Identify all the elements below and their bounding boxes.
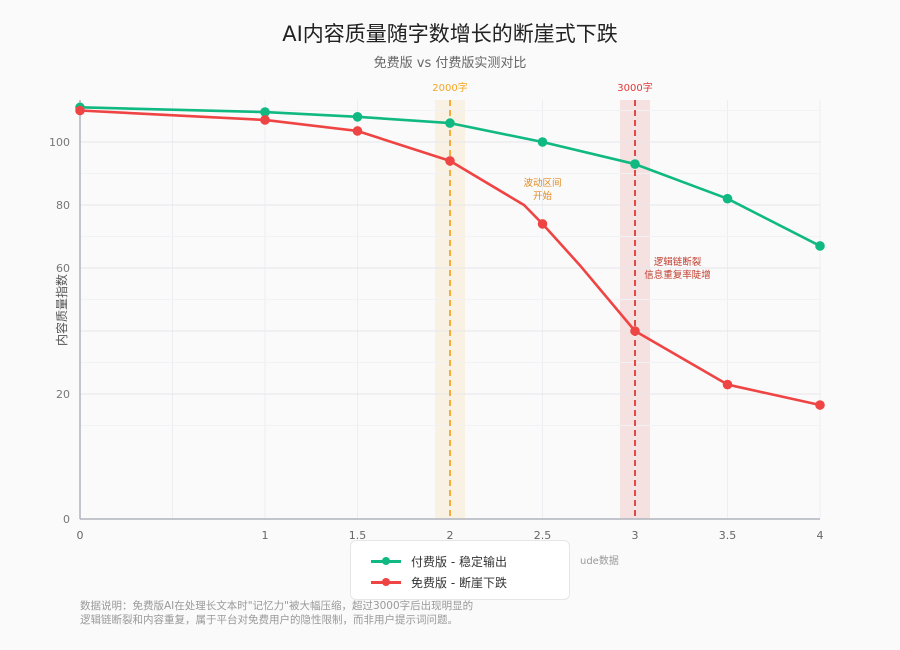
series-line bbox=[79, 106, 821, 248]
x-tick-label: 1 bbox=[262, 529, 269, 542]
x-tick-label: 2 bbox=[447, 529, 454, 542]
data-point bbox=[630, 326, 640, 336]
legend-item-paid[interactable]: 付费版 - 稳定输出 bbox=[371, 552, 507, 570]
chart-title: AI内容质量随字数增长的断崖式下跌 bbox=[282, 22, 618, 46]
annotation-text: 逻辑链断裂 bbox=[654, 256, 702, 268]
x-axis-label: ude数据 bbox=[580, 554, 619, 567]
data-point bbox=[537, 137, 548, 147]
annotation-text: 波动区间 bbox=[523, 177, 561, 189]
data-point bbox=[75, 105, 85, 116]
footnote: 数据说明：免费版AI在处理长文本时"记忆力"被大幅压缩，超过3000字后出现明显… bbox=[80, 599, 520, 627]
x-tick-label: 2.5 bbox=[534, 529, 552, 542]
data-point bbox=[722, 379, 733, 390]
legend-label: 免费版 - 断崖下跌 bbox=[411, 575, 507, 590]
data-point bbox=[537, 219, 548, 229]
y-tick-label: 100 bbox=[49, 136, 70, 149]
x-tick-label: 1.5 bbox=[349, 529, 367, 542]
series-line bbox=[79, 109, 821, 407]
data-point bbox=[815, 241, 825, 251]
x-tick-label: 4 bbox=[817, 529, 824, 542]
footnote-line: 逻辑链断裂和内容重复，属于平台对免费用户的隐性限制，而非用户提示词问题。 bbox=[80, 614, 458, 626]
data-point bbox=[722, 193, 733, 204]
y-tick-label: 20 bbox=[56, 388, 70, 401]
data-point bbox=[352, 112, 363, 122]
y-tick-label: 80 bbox=[56, 199, 70, 212]
y-tick-label: 60 bbox=[56, 262, 70, 275]
legend-swatch-free bbox=[371, 577, 401, 586]
y-tick-label: 0 bbox=[63, 513, 70, 526]
legend-swatch-paid bbox=[371, 556, 401, 565]
data-point bbox=[260, 107, 270, 117]
data-point bbox=[630, 159, 640, 169]
data-point bbox=[445, 156, 455, 166]
threshold-label: 3000字 bbox=[617, 81, 652, 94]
data-point bbox=[260, 115, 270, 125]
footnote-line: 数据说明：免费版AI在处理长文本时"记忆力"被大幅压缩，超过3000字后出现明显… bbox=[80, 600, 474, 612]
threshold-label: 2000字 bbox=[432, 81, 467, 94]
x-tick-label: 0 bbox=[77, 529, 84, 542]
legend-label: 付费版 - 稳定输出 bbox=[411, 554, 507, 569]
x-tick-label: 3.5 bbox=[719, 529, 737, 542]
chart-subtitle: 免费版 vs 付费版实测对比 bbox=[373, 56, 527, 71]
annotation-text: 信息重复率陡增 bbox=[644, 269, 711, 281]
data-point bbox=[352, 126, 363, 136]
data-point bbox=[815, 400, 825, 410]
legend-item-free[interactable]: 免费版 - 断崖下跌 bbox=[371, 573, 507, 591]
y-axis-label: 内容质量指数 bbox=[54, 274, 69, 346]
annotation-text: 开始 bbox=[533, 190, 553, 202]
x-tick-label: 3 bbox=[632, 529, 639, 542]
data-point bbox=[445, 118, 455, 128]
legend: 付费版 - 稳定输出 免费版 - 断崖下跌 bbox=[350, 540, 570, 600]
